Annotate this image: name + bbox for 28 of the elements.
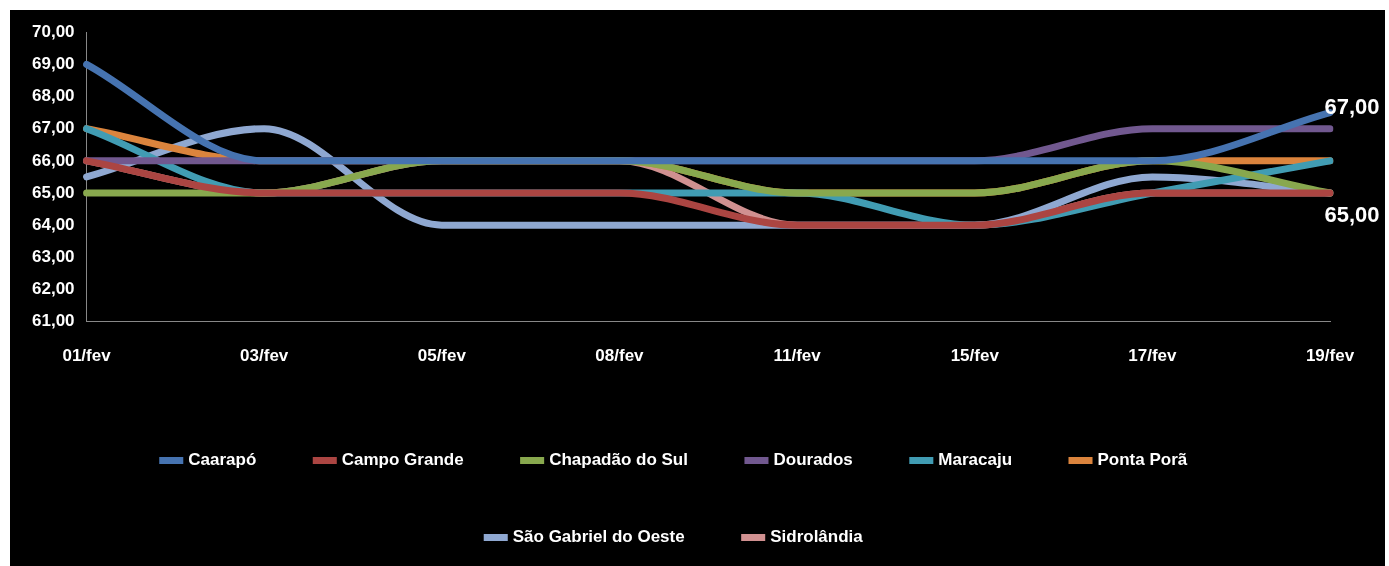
x-tick-label: 11/fev: [773, 346, 822, 366]
y-tick-label: 69,00: [31, 54, 75, 74]
y-tick-label: 63,00: [31, 246, 75, 266]
x-tick-label: 19/fev: [1305, 346, 1355, 366]
y-tick-label: 65,00: [31, 182, 75, 202]
x-tick-label: 08/fev: [595, 346, 645, 366]
legend-label: São Gabriel do Oeste: [512, 527, 685, 547]
x-tick-label: 03/fev: [240, 346, 289, 366]
x-tick-label: 05/fev: [417, 346, 467, 366]
legend-label: Sidrolândia: [770, 527, 864, 547]
y-tick-label: 70,00: [31, 21, 75, 41]
legend-label: Caarapó: [188, 450, 257, 470]
legend-label: Campo Grande: [341, 450, 464, 470]
legend-label: Maracaju: [938, 450, 1013, 470]
legend-label: Dourados: [773, 450, 853, 470]
y-tick-label: 61,00: [31, 311, 75, 331]
y-tick-label: 64,00: [31, 214, 75, 234]
x-tick-label: 01/fev: [62, 346, 112, 366]
y-tick-label: 68,00: [31, 86, 75, 106]
data-label: 65,00: [1324, 202, 1380, 228]
y-tick-label: 67,00: [31, 118, 75, 138]
x-tick-label: 17/fev: [1128, 346, 1178, 366]
y-tick-label: 62,00: [31, 279, 75, 299]
y-tick-label: 66,00: [31, 150, 75, 170]
data-label: 67,00: [1324, 93, 1380, 119]
x-tick-label: 15/fev: [950, 346, 1000, 366]
legend-label: Chapadão do Sul: [549, 450, 688, 470]
legend-label: Ponta Porã: [1097, 450, 1188, 470]
